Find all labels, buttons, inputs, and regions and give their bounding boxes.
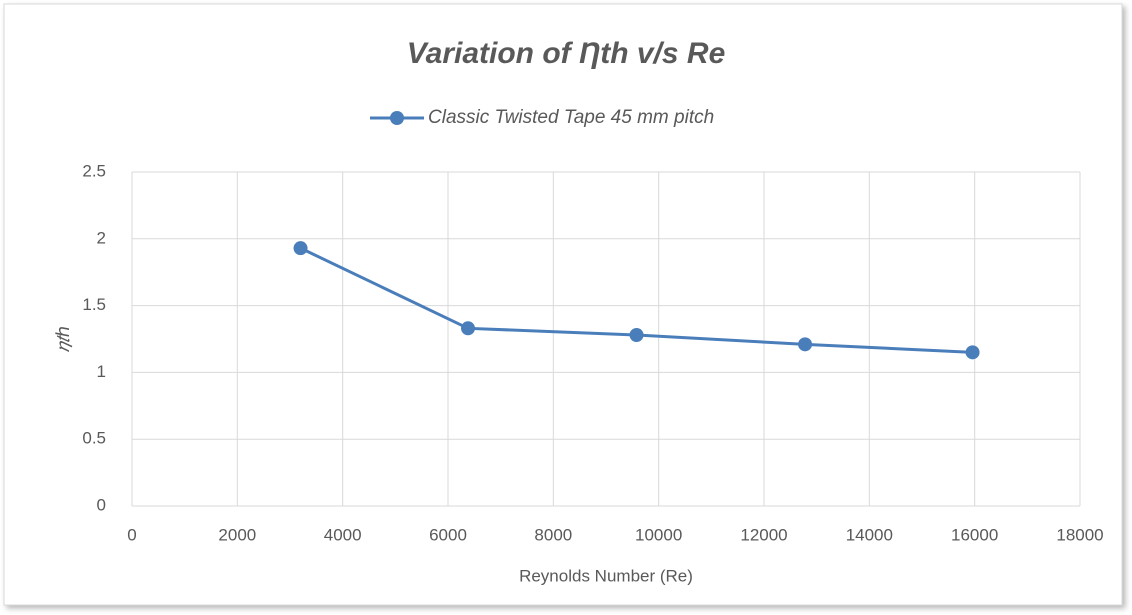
legend-marker	[390, 111, 404, 125]
x-tick-label: 2000	[218, 525, 256, 544]
y-axis-label: 𝜂𝑡ℎ	[53, 326, 73, 352]
x-tick-label: 8000	[534, 525, 572, 544]
x-axis-label: Reynolds Number (Re)	[519, 566, 693, 585]
chart-frame	[3, 3, 1123, 606]
x-tick-label: 16000	[951, 525, 998, 544]
x-tick-label: 0	[127, 525, 136, 544]
x-tick-label: 12000	[740, 525, 787, 544]
y-tick-label: 0.5	[82, 429, 106, 448]
data-point	[965, 345, 980, 360]
y-tick-label: 2	[97, 228, 106, 247]
data-point	[798, 337, 813, 352]
y-tick-label: 2.5	[82, 161, 106, 180]
y-tick-label: 1	[97, 362, 106, 381]
x-tick-label: 4000	[324, 525, 362, 544]
data-point	[461, 321, 476, 336]
data-point	[293, 241, 308, 256]
x-tick-label: 6000	[429, 525, 467, 544]
legend-label: Classic Twisted Tape 45 mm pitch	[428, 107, 714, 128]
y-tick-label: 1.5	[82, 295, 106, 314]
chart-title: Variation of Ƞth v/s Re	[407, 37, 726, 70]
x-tick-label: 14000	[846, 525, 893, 544]
data-point	[629, 327, 644, 342]
y-tick-label: 0	[97, 495, 106, 514]
x-tick-label: 18000	[1056, 525, 1103, 544]
x-tick-label: 10000	[635, 525, 682, 544]
